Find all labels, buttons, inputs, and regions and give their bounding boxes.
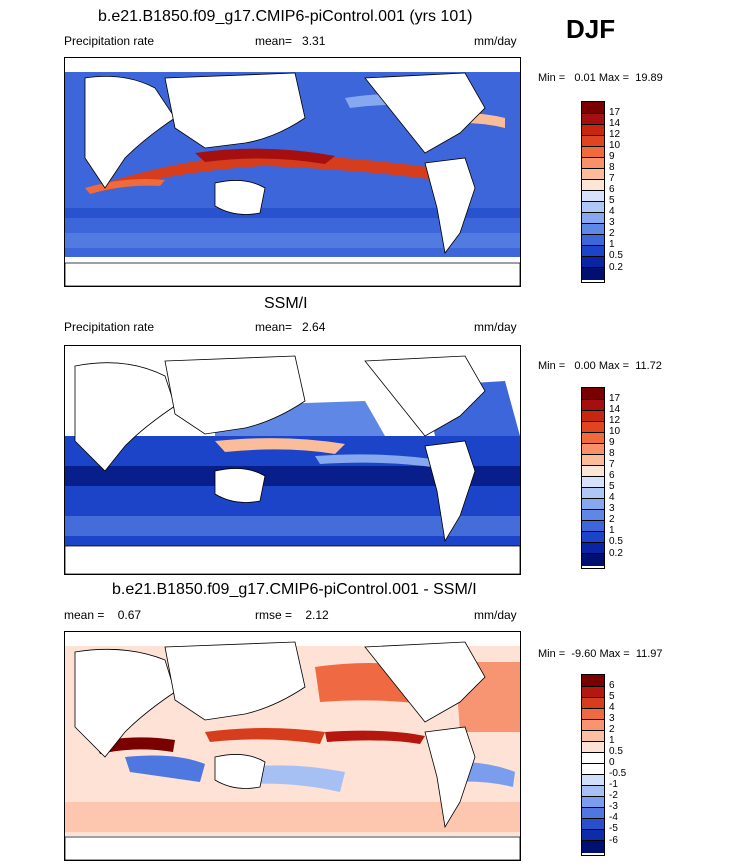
panel3-units: mm/day bbox=[474, 608, 517, 622]
panel1-map bbox=[64, 57, 521, 287]
panel2-mean: mean= 2.64 bbox=[255, 320, 326, 334]
colorbar-tick-label: 3 bbox=[609, 503, 615, 514]
colorbar-tick-label: -4 bbox=[609, 812, 618, 823]
panel2-map bbox=[64, 345, 521, 575]
panel3-title: b.e21.B1850.f09_g17.CMIP6-piControl.001 … bbox=[112, 581, 477, 598]
panel1-mean: mean= 3.31 bbox=[255, 34, 326, 48]
colorbar-tick-label: 1 bbox=[609, 525, 615, 536]
panel3-map-graphic bbox=[65, 632, 520, 860]
panel2-left-label: Precipitation rate bbox=[64, 320, 155, 334]
colorbar-tick-label: 2 bbox=[609, 724, 615, 735]
colorbar-tick-label: -3 bbox=[609, 801, 618, 812]
colorbar-tick-label: -1 bbox=[609, 779, 618, 790]
colorbar-tick-label: 0.5 bbox=[609, 746, 623, 757]
colorbar-tick-label: 3 bbox=[609, 217, 615, 228]
colorbar-tick-label: -0.5 bbox=[609, 768, 627, 779]
colorbar-tick-label: 2 bbox=[609, 514, 615, 525]
colorbar-tick-label: 6 bbox=[609, 470, 615, 481]
panel3-map bbox=[64, 631, 521, 861]
colorbar-tick-label: 4 bbox=[609, 206, 615, 217]
panel1-left-label: Precipitation rate bbox=[64, 34, 155, 48]
colorbar-tick-label: 0.5 bbox=[609, 250, 623, 261]
colorbar-tick-label: 17 bbox=[609, 393, 621, 404]
colorbar-tick-label: 9 bbox=[609, 151, 615, 162]
colorbar-tick-label: 7 bbox=[609, 459, 615, 470]
colorbar-tick-label: 0.5 bbox=[609, 536, 623, 547]
colorbar-tick-label: 10 bbox=[609, 426, 621, 437]
colorbar-tick-label: 4 bbox=[609, 702, 615, 713]
colorbar-tick-label: 7 bbox=[609, 173, 615, 184]
colorbar-tick-label: 8 bbox=[609, 162, 615, 173]
colorbar-tick-label: 1 bbox=[609, 735, 615, 746]
colorbar-tick-label: 5 bbox=[609, 195, 615, 206]
colorbar-tick-label: 0.2 bbox=[609, 262, 623, 273]
panel2-units: mm/day bbox=[474, 320, 517, 334]
colorbar-tick-label: -6 bbox=[609, 835, 618, 846]
colorbar-tick-label: 6 bbox=[609, 184, 615, 195]
panel3-minmax: Min = -9.60 Max = 11.97 bbox=[538, 648, 663, 660]
colorbar-tick-label: 17 bbox=[609, 107, 621, 118]
panel2-title: SSM/I bbox=[264, 295, 308, 312]
colorbar-tick-label: 6 bbox=[609, 680, 615, 691]
colorbar-tick-label: 9 bbox=[609, 437, 615, 448]
colorbar-tick-label: 12 bbox=[609, 129, 621, 140]
colorbar-tick-label: 1 bbox=[609, 239, 615, 250]
colorbar-tick-label: 8 bbox=[609, 448, 615, 459]
colorbar-tick-label: 14 bbox=[609, 118, 621, 129]
colorbar-tick-label: 0.2 bbox=[609, 548, 623, 559]
panel2-colorbar bbox=[581, 387, 605, 569]
colorbar-tick-label: 12 bbox=[609, 415, 621, 426]
panel3-colorbar bbox=[581, 674, 605, 856]
panel1-minmax: Min = 0.01 Max = 19.89 bbox=[538, 72, 663, 84]
colorbar-tick-label: -2 bbox=[609, 790, 618, 801]
panel1-units: mm/day bbox=[474, 34, 517, 48]
colorbar-tick-label: 0 bbox=[609, 757, 615, 768]
colorbar-tick-label: 3 bbox=[609, 713, 615, 724]
colorbar-tick-label: 4 bbox=[609, 492, 615, 503]
panel3-mean: mean = 0.67 bbox=[64, 608, 142, 622]
colorbar-tick-label: 14 bbox=[609, 404, 621, 415]
panel3-rmse: rmse = 2.12 bbox=[255, 608, 329, 622]
season-label: DJF bbox=[566, 14, 616, 44]
colorbar-tick-label: 2 bbox=[609, 228, 615, 239]
colorbar-tick-label: 5 bbox=[609, 481, 615, 492]
colorbar-tick-label: 10 bbox=[609, 140, 621, 151]
panel2-map-graphic bbox=[65, 346, 520, 574]
panel1-colorbar bbox=[581, 101, 605, 283]
colorbar-tick-label: 5 bbox=[609, 691, 615, 702]
panel2-minmax: Min = 0.00 Max = 11.72 bbox=[538, 360, 662, 372]
colorbar-tick-label: -5 bbox=[609, 823, 618, 834]
panel1-map-graphic bbox=[65, 58, 520, 286]
panel1-title: b.e21.B1850.f09_g17.CMIP6-piControl.001 … bbox=[98, 8, 473, 25]
